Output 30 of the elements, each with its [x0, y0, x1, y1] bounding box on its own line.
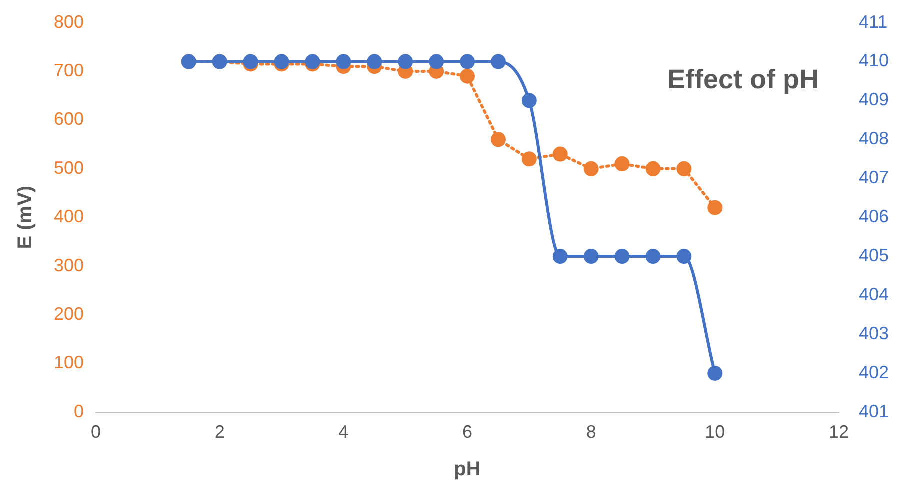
y-tick-label: 800 — [54, 12, 84, 32]
y-tick-label: 500 — [54, 158, 84, 178]
y-tick-label: 300 — [54, 255, 84, 276]
y2-tick-label: 407 — [858, 168, 890, 188]
x-tick-label: 6 — [462, 422, 473, 442]
x-tick-label: 2 — [214, 422, 225, 442]
y2-tick-label: 402 — [858, 362, 890, 382]
x-tick-label: 0 — [91, 422, 102, 442]
y2-tick-label: 406 — [858, 206, 890, 227]
x-tick-label: 8 — [586, 422, 596, 442]
y2-tick-label: 405 — [858, 246, 890, 266]
y-tick-label: 400 — [54, 206, 84, 227]
x-tick-label: 4 — [338, 422, 349, 442]
y-tick-label: 600 — [54, 109, 84, 130]
x-tick-label: 10 — [705, 422, 726, 442]
x-axis-title: pH — [454, 458, 481, 481]
y2-tick-label: 411 — [858, 12, 888, 32]
text: Effect of pH — [667, 64, 819, 94]
y-tick-label: 0 — [74, 401, 84, 422]
y-tick-label: 200 — [54, 304, 84, 324]
y-axis-title: E (mV) — [14, 186, 37, 250]
x-tick-label: 12 — [828, 422, 849, 442]
y2-tick-label: 410 — [858, 50, 890, 71]
y2-tick-label: 409 — [858, 90, 890, 110]
y-tick-label: 100 — [54, 352, 84, 373]
y2-tick-label: 403 — [858, 323, 890, 344]
y2-tick-label: 408 — [858, 128, 890, 149]
y-tick-label: 700 — [54, 60, 84, 80]
y2-tick-label: 401 — [858, 401, 890, 422]
y2-tick-label: 404 — [858, 284, 890, 304]
